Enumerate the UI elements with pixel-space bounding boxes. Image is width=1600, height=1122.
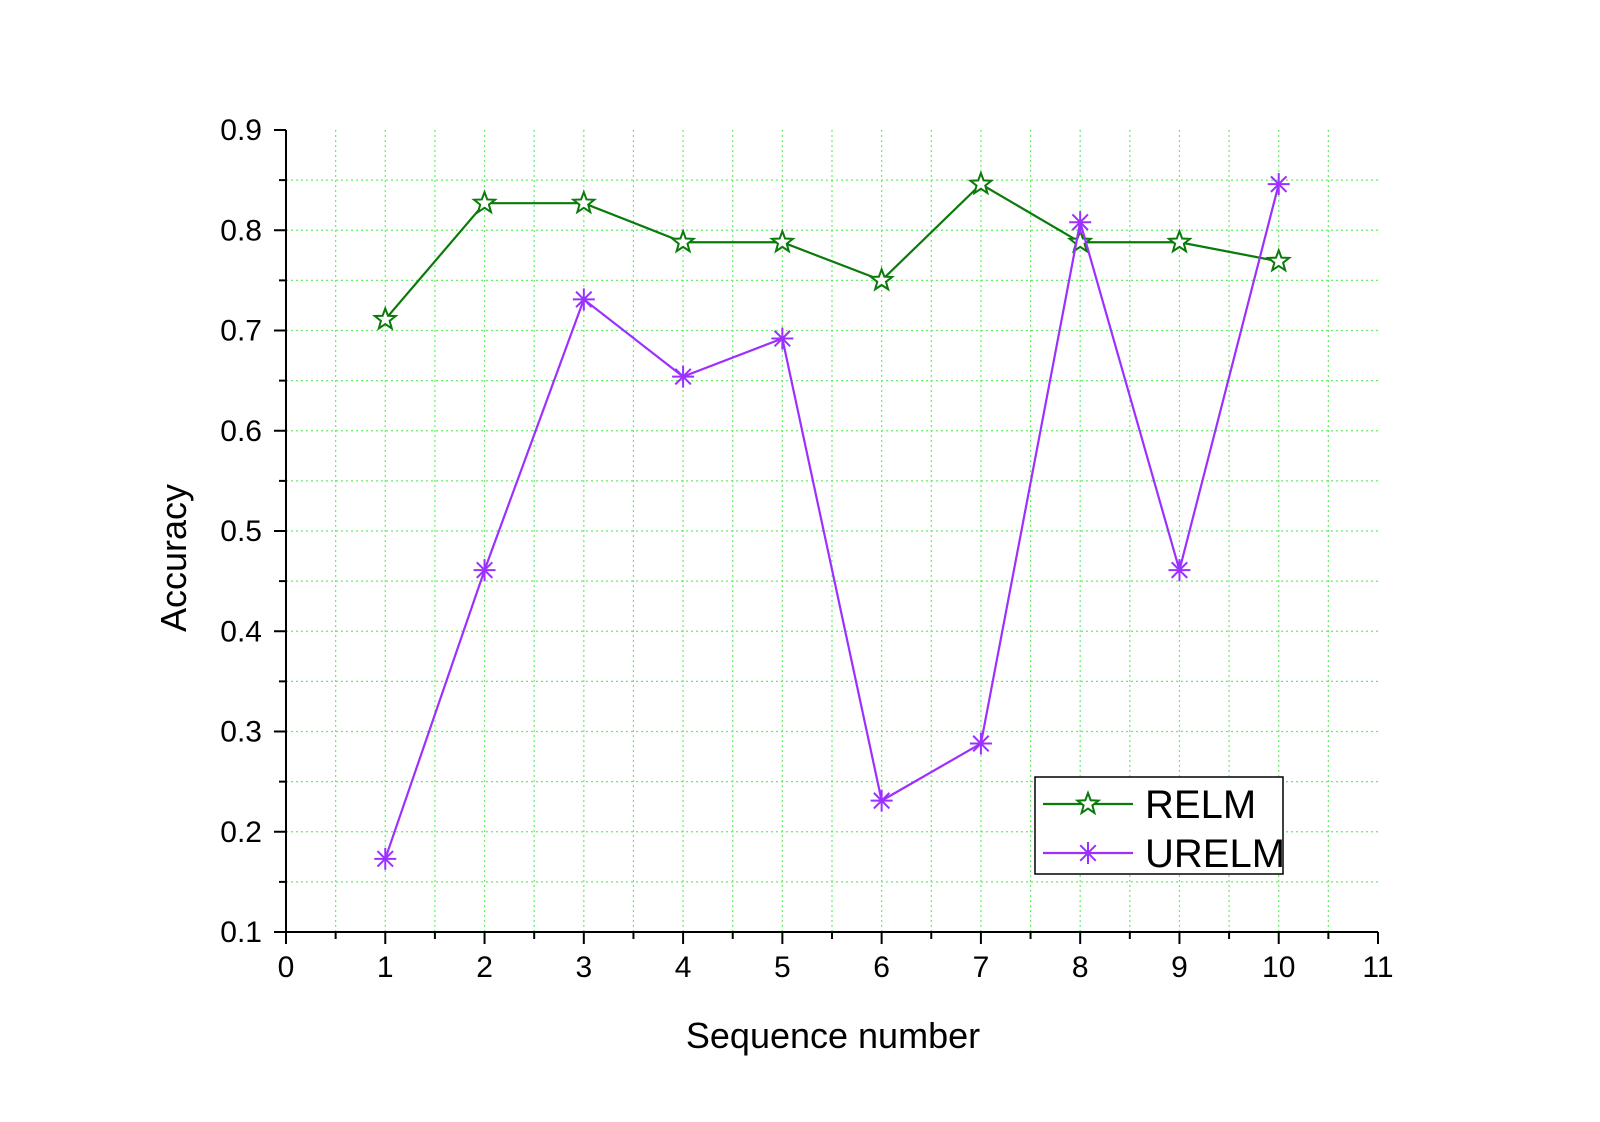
x-tick-label: 1 [377, 951, 394, 984]
x-tick-label: 2 [476, 951, 493, 984]
asterisk-stroke [773, 330, 791, 348]
data-point-relm [868, 266, 895, 292]
legend: RELM URELM [1034, 776, 1285, 876]
data-point-urelm [969, 732, 992, 755]
data-point-relm [372, 305, 399, 331]
x-tick-label: 3 [575, 951, 592, 984]
data-point-relm [1265, 247, 1292, 273]
legend-marker-urelm [1077, 842, 1099, 864]
y-tick-label: 0.3 [220, 716, 262, 749]
axes: 0 1 2 3 4 5 6 7 8 9 10 11 0.1 0.2 0.3 0.4 0.5 0.6 0.7 0.8 0.… [220, 114, 1393, 984]
x-tick-label: 9 [1171, 951, 1188, 984]
asterisk-stroke [476, 561, 494, 579]
x-tick-label: 7 [973, 951, 990, 984]
asterisk-stroke [972, 735, 990, 753]
y-tick-label: 0.8 [220, 214, 262, 247]
y-tick-label: 0.9 [220, 114, 262, 147]
series-layer [372, 170, 1292, 870]
data-point-urelm [771, 327, 794, 350]
data-point-relm [570, 189, 598, 215]
series-line-urelm [384, 183, 1280, 860]
x-axis-title: Sequence number [686, 1015, 980, 1056]
data-point-relm [1066, 228, 1094, 254]
x-tick-label: 6 [873, 951, 890, 984]
y-tick-label: 0.6 [220, 415, 262, 448]
data-point-urelm [1267, 173, 1290, 196]
data-point-urelm [1069, 211, 1092, 234]
legend-label-urelm: URELM [1145, 832, 1285, 876]
data-point-urelm [374, 847, 397, 870]
data-point-urelm [572, 288, 595, 311]
asterisk-stroke [873, 792, 891, 810]
legend-box [1034, 776, 1284, 875]
x-tick-label: 5 [774, 951, 791, 984]
y-axis-title: Accuracy [153, 484, 194, 632]
data-point-relm [1166, 228, 1193, 254]
data-point-urelm [1168, 559, 1191, 582]
data-point-relm [471, 189, 498, 215]
asterisk-stroke [1079, 844, 1097, 862]
asterisk-stroke [376, 850, 394, 868]
legend-label-relm: RELM [1145, 783, 1256, 827]
grid [286, 130, 1378, 932]
series-line-relm [384, 182, 1279, 321]
y-tick-label: 0.5 [220, 515, 262, 548]
asterisk-stroke [1270, 175, 1288, 193]
data-point-relm [967, 170, 995, 196]
asterisk-stroke [575, 290, 593, 308]
x-tick-label: 4 [675, 951, 692, 984]
y-tick-label: 0.7 [220, 315, 262, 348]
asterisk-stroke [1170, 561, 1188, 579]
legend-marker-relm [1074, 790, 1102, 816]
x-tick-label: 8 [1072, 951, 1089, 984]
data-point-relm [769, 228, 796, 254]
data-point-relm [669, 228, 697, 254]
data-point-urelm [473, 559, 496, 582]
x-tick-label: 10 [1262, 951, 1295, 984]
asterisk-stroke [1071, 213, 1089, 231]
data-point-urelm [672, 365, 695, 388]
data-point-urelm [870, 789, 893, 812]
y-tick-label: 0.2 [220, 816, 262, 849]
x-tick-label: 0 [278, 951, 295, 984]
x-tick-label: 11 [1362, 951, 1393, 984]
y-tick-label: 0.1 [220, 916, 262, 949]
y-tick-label: 0.4 [220, 615, 262, 648]
legend-items: RELM URELM [1043, 783, 1285, 876]
asterisk-stroke [674, 368, 692, 386]
